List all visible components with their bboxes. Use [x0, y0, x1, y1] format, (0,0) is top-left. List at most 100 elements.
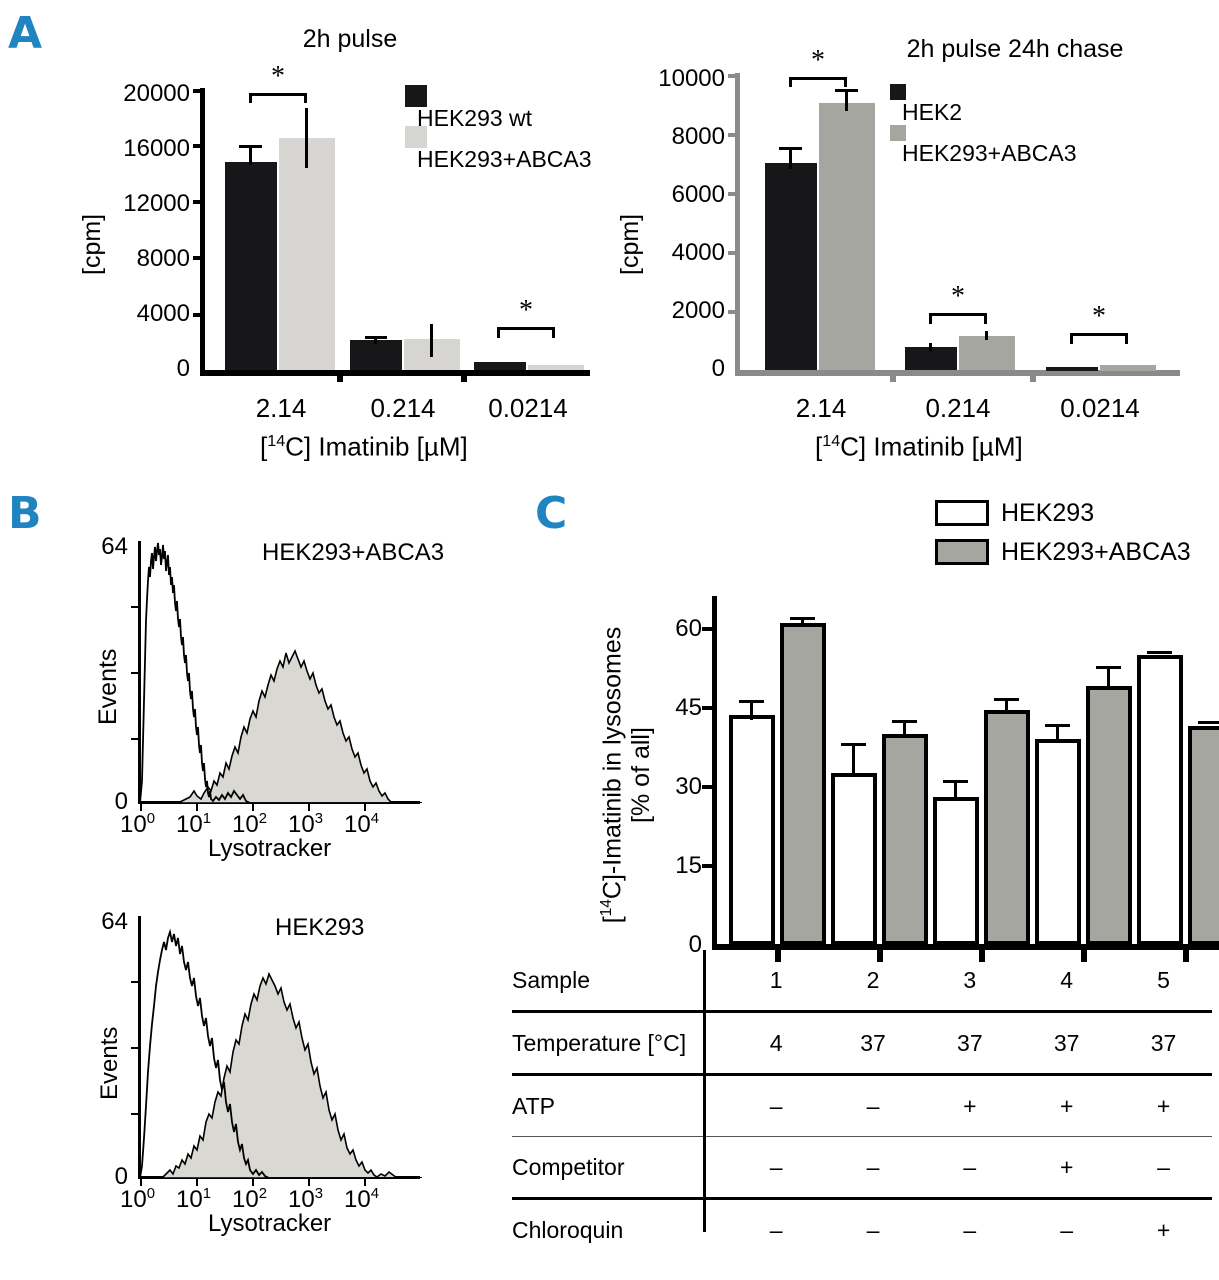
y-axis-tick: [728, 192, 740, 196]
x-axis-tick: [252, 1179, 254, 1186]
y-axis-tick: [193, 313, 205, 317]
x-tick-label: 103: [288, 811, 323, 838]
cell-temperature-3: 37: [921, 1010, 1019, 1075]
histogram-traces: [139, 928, 422, 1178]
significance-star: *: [271, 61, 285, 92]
x-axis-tick: [196, 804, 198, 811]
significance-bracket-right: [552, 327, 555, 338]
y-tick-label: 0: [114, 788, 128, 815]
x-category-label: 0.0214: [1060, 393, 1140, 423]
y-tick-label: 15: [675, 852, 702, 879]
bar-hek293-sample2: [831, 773, 877, 945]
y-tick-label: 16000: [123, 135, 190, 162]
bar-hek293wt-2.14: [225, 162, 277, 370]
x-axis-title-superscript: 14: [267, 432, 286, 450]
error-bar: [1056, 724, 1059, 742]
x-axis-tick: [877, 950, 883, 962]
x-axis-title: [14C] Imatinib [µM]: [815, 433, 1023, 460]
significance-bracket-left: [929, 313, 932, 324]
legend-swatch-hek293: [935, 500, 989, 526]
legend-label: HEK293+ABCA3: [417, 146, 592, 172]
error-bar: [852, 743, 855, 776]
error-bar: [249, 145, 252, 165]
chart-panel-a-left: 2h pulse 20000 16000 12000 8000 4000 0 […: [60, 25, 592, 460]
cell-chloroquin-2: –: [824, 1197, 922, 1260]
significance-bracket-left: [1070, 333, 1073, 344]
cell-competitor-1: –: [727, 1136, 825, 1199]
legend-swatch-hek2: [890, 83, 906, 100]
cell-atp-2: –: [824, 1073, 922, 1137]
sample-label: HEK293: [275, 914, 365, 941]
significance-bracket: [249, 93, 307, 96]
error-bar-cap: [1198, 721, 1219, 724]
legend-label: HEK293+ABCA3: [902, 140, 1077, 166]
y-axis-tick: [702, 706, 717, 710]
x-tick-label: 102: [232, 1186, 267, 1213]
y-tick-label: 60: [675, 615, 702, 642]
legend-swatch-hek293abca3: [890, 124, 906, 141]
cell-atp-3: +: [921, 1073, 1019, 1137]
x-axis-line: [735, 370, 1180, 376]
cell-temperature-2: 37: [824, 1010, 922, 1075]
bar-hek293-sample1: [729, 715, 775, 945]
y-axis-tick: [728, 251, 740, 255]
error-bar-cap: [739, 700, 764, 703]
error-bar-cap: [994, 698, 1019, 701]
x-tick-label: 100: [120, 811, 155, 838]
x-tick-label: 104: [344, 811, 379, 838]
cell-atp-5: +: [1115, 1073, 1212, 1137]
x-axis-title-post: C] Imatinib [µM]: [840, 431, 1023, 462]
x-axis-line: [200, 370, 590, 376]
cell-sample-5: 5: [1157, 966, 1170, 993]
flow-cytometry-bottom: 64 0 Events HEK293 100 101 102 103 104 L…: [80, 910, 422, 1237]
x-axis-title: Lysotracker: [208, 835, 332, 862]
y-tick-label: 30: [675, 773, 702, 800]
error-bar: [750, 700, 753, 720]
bar-hek293abca3-sample3: [984, 710, 1030, 945]
x-axis-title-pre: [: [260, 431, 268, 462]
cell-sample-2: 2: [866, 966, 880, 993]
significance-star: *: [951, 281, 965, 312]
row-label-chloroquin: Chloroquin: [512, 1197, 728, 1260]
error-bar-cap: [943, 780, 968, 783]
y-axis-tick: [702, 864, 717, 868]
y-axis-tick: [728, 133, 740, 137]
significance-bracket-left: [249, 93, 252, 103]
y-axis-tick: [131, 1113, 139, 1115]
y-axis-tick: [728, 310, 740, 314]
x-category-label: 0.214: [925, 393, 991, 423]
sample-label: HEK293+ABCA3: [262, 539, 445, 566]
error-bar: [929, 343, 932, 351]
error-bar: [903, 720, 906, 737]
significance-bracket-right: [304, 93, 307, 103]
bar-hek293abca3-0.0214: [1100, 365, 1156, 371]
bar-hek293abca3-sample2: [882, 734, 928, 945]
bar-hek293abca3-0.214: [959, 336, 1015, 370]
x-axis-line: [712, 944, 1219, 950]
error-bar: [1107, 666, 1110, 690]
panel-letter-c: C: [535, 488, 567, 539]
y-axis-title-line1: [14C]-Imatinib in lysosomes: [598, 626, 627, 924]
chart-title: 2h pulse 24h chase: [906, 35, 1124, 63]
row-label-atp: ATP: [512, 1073, 728, 1137]
x-axis-tick: [140, 1179, 142, 1186]
y-tick-label: 6000: [671, 181, 725, 208]
y-axis-line: [138, 916, 141, 1178]
table-row-atp: ATP – – + + +: [512, 1073, 1212, 1137]
significance-bracket-right: [844, 77, 847, 87]
x-tick-label: 102: [232, 811, 267, 838]
error-bar-cap: [1147, 651, 1172, 654]
error-bar: [789, 147, 792, 169]
error-bar-cap: [1045, 724, 1070, 727]
y-tick-label: 2000: [671, 297, 725, 324]
histogram-filled-lysotracker: [160, 971, 422, 1178]
bar-hek2-0.214: [905, 347, 957, 370]
conditions-table: Sample 1 2 3 4 5 Temperature [°C] 4 37 3…: [512, 950, 1212, 1260]
error-bar: [954, 780, 957, 800]
legend-label: HEK293: [1001, 498, 1095, 527]
histogram-filled-lysotracker: [177, 649, 422, 803]
x-category-label: 0.214: [370, 393, 436, 423]
error-bar-cap: [892, 720, 917, 723]
bar-hek293abca3-sample4: [1086, 686, 1132, 945]
significance-bracket-left: [497, 327, 500, 338]
